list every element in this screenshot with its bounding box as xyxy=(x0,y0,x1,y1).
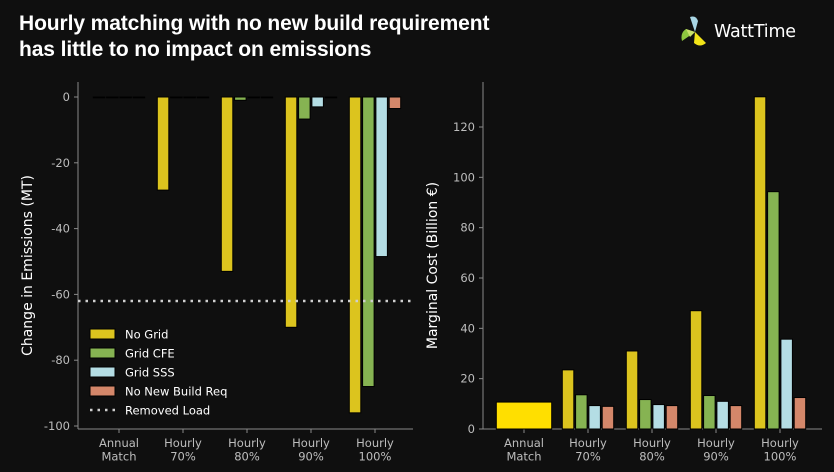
bar-no-grid-hourly-90 xyxy=(689,310,703,430)
cost-y-tick-label: 120 xyxy=(453,120,475,134)
legend-label-removed-load: Removed Load xyxy=(125,404,210,418)
legend-swatch-grid-sss xyxy=(89,366,116,378)
emissions-x-tick-label: Annual Match xyxy=(99,436,139,464)
emissions-y-tick-label: -20 xyxy=(51,156,70,170)
bar-grid-cfe-hourly-70 xyxy=(170,96,183,99)
cost-x-tick-label: Hourly 80% xyxy=(633,436,671,464)
bar-grid-cfe-hourly-90 xyxy=(298,96,311,120)
bar-no-grid-annual-match xyxy=(92,96,106,99)
chart-title: Hourly matching with no new build requir… xyxy=(19,11,619,63)
bar-no-grid-hourly-90 xyxy=(284,96,298,328)
bar-no-new-build-req-hourly-80 xyxy=(260,96,274,99)
bar-grid-sss-annual-match xyxy=(119,96,132,99)
legend-swatch-no-new-build-req xyxy=(89,385,116,397)
bar-grid-sss-hourly-70 xyxy=(588,405,601,430)
bar-no-grid-hourly-100 xyxy=(348,96,362,414)
bar-no-new-build-req-hourly-100 xyxy=(793,397,807,430)
cost-x-tick-label: Hourly 90% xyxy=(697,436,735,464)
emissions-y-tick-label: 0 xyxy=(63,90,70,104)
bar-grid-cfe-hourly-100 xyxy=(362,96,375,388)
bar-no-new-build-req-hourly-70 xyxy=(601,405,615,430)
emissions-y-tick-label: -100 xyxy=(44,419,70,433)
legend-label-grid-sss: Grid SSS xyxy=(125,366,175,380)
bar-grid-sss-hourly-70 xyxy=(183,96,196,99)
bar-annual-match xyxy=(495,401,553,430)
bar-grid-cfe-hourly-80 xyxy=(639,399,652,430)
logo-text: WattTime xyxy=(714,22,796,42)
cost-y-tick-label: 20 xyxy=(460,372,475,386)
bar-no-new-build-req-hourly-90 xyxy=(324,96,338,99)
cost-x-tick-label: Annual Match xyxy=(504,436,544,464)
bar-grid-cfe-hourly-70 xyxy=(575,394,588,430)
cost-x-tick-label: Hourly 100% xyxy=(761,436,799,464)
legend-swatch-grid-cfe xyxy=(89,347,116,359)
bar-no-grid-hourly-80 xyxy=(220,96,234,272)
bar-grid-sss-hourly-100 xyxy=(780,338,793,430)
cost-y-axis-title: Marginal Cost (Billion €) xyxy=(425,182,441,349)
bar-no-new-build-req-hourly-70 xyxy=(196,96,210,99)
emissions-y-tick-label: -80 xyxy=(51,353,70,367)
bar-no-grid-hourly-70 xyxy=(561,369,575,430)
emissions-x-tick-label: Hourly 80% xyxy=(228,436,266,464)
pinwheel-logo-icon xyxy=(681,16,706,46)
emissions-y-tick-label: -60 xyxy=(51,287,70,301)
bar-no-new-build-req-hourly-100 xyxy=(388,96,402,110)
legend-label-no-new-build-req: No New Build Req xyxy=(125,385,227,399)
bar-no-new-build-req-hourly-80 xyxy=(665,405,679,430)
bar-grid-cfe-hourly-90 xyxy=(703,395,716,430)
bar-no-grid-hourly-100 xyxy=(753,96,767,430)
bar-grid-cfe-hourly-100 xyxy=(767,191,780,430)
title-line-1: Hourly matching with no new build requir… xyxy=(19,12,490,35)
title-line-2: has little to no impact on emissions xyxy=(19,38,372,61)
bar-grid-sss-hourly-80 xyxy=(247,96,260,99)
legend-swatch-no-grid xyxy=(89,328,116,340)
emissions-y-tick-label: -40 xyxy=(51,222,70,236)
cost-y-tick-label: 80 xyxy=(460,221,475,235)
emissions-x-tick-label: Hourly 70% xyxy=(164,436,202,464)
legend-label-no-grid: No Grid xyxy=(125,328,168,342)
bar-grid-sss-hourly-100 xyxy=(375,96,388,258)
emissions-y-axis-title: Change in Emissions (MT) xyxy=(20,175,36,356)
emissions-legend: No Grid Grid CFE Grid SSS No New Build Req R… xyxy=(89,328,227,418)
emissions-x-tick-label: Hourly 100% xyxy=(356,436,394,464)
bar-grid-cfe-annual-match xyxy=(106,96,119,99)
emissions-chart: 0 -20 -40 -60 -80 -100 Annual Match Hourly 70% Hou… xyxy=(20,82,413,464)
bar-no-grid-hourly-70 xyxy=(156,96,170,191)
bar-grid-sss-hourly-90 xyxy=(311,96,324,108)
emissions-x-tick-label: Hourly 90% xyxy=(292,436,330,464)
bar-grid-sss-hourly-80 xyxy=(652,404,665,430)
cost-y-tick-label: 40 xyxy=(460,321,475,335)
cost-x-tick-label: Hourly 70% xyxy=(569,436,607,464)
bar-no-new-build-req-hourly-90 xyxy=(729,405,743,430)
bar-no-grid-hourly-80 xyxy=(625,350,639,430)
bar-grid-cfe-hourly-80 xyxy=(234,96,247,101)
watttime-logo: WattTime xyxy=(680,14,796,50)
cost-y-tick-label: 100 xyxy=(453,170,475,184)
cost-y-tick-label: 60 xyxy=(460,271,475,285)
bar-grid-sss-hourly-90 xyxy=(716,400,729,430)
cost-chart: 0 20 40 60 80 100 120 Annual Match Hourly 70% Hourl… xyxy=(425,82,822,464)
legend-label-grid-cfe: Grid CFE xyxy=(125,347,175,361)
cost-y-tick-label: 0 xyxy=(468,422,475,436)
bar-no-new-build-req-annual-match xyxy=(132,96,146,99)
